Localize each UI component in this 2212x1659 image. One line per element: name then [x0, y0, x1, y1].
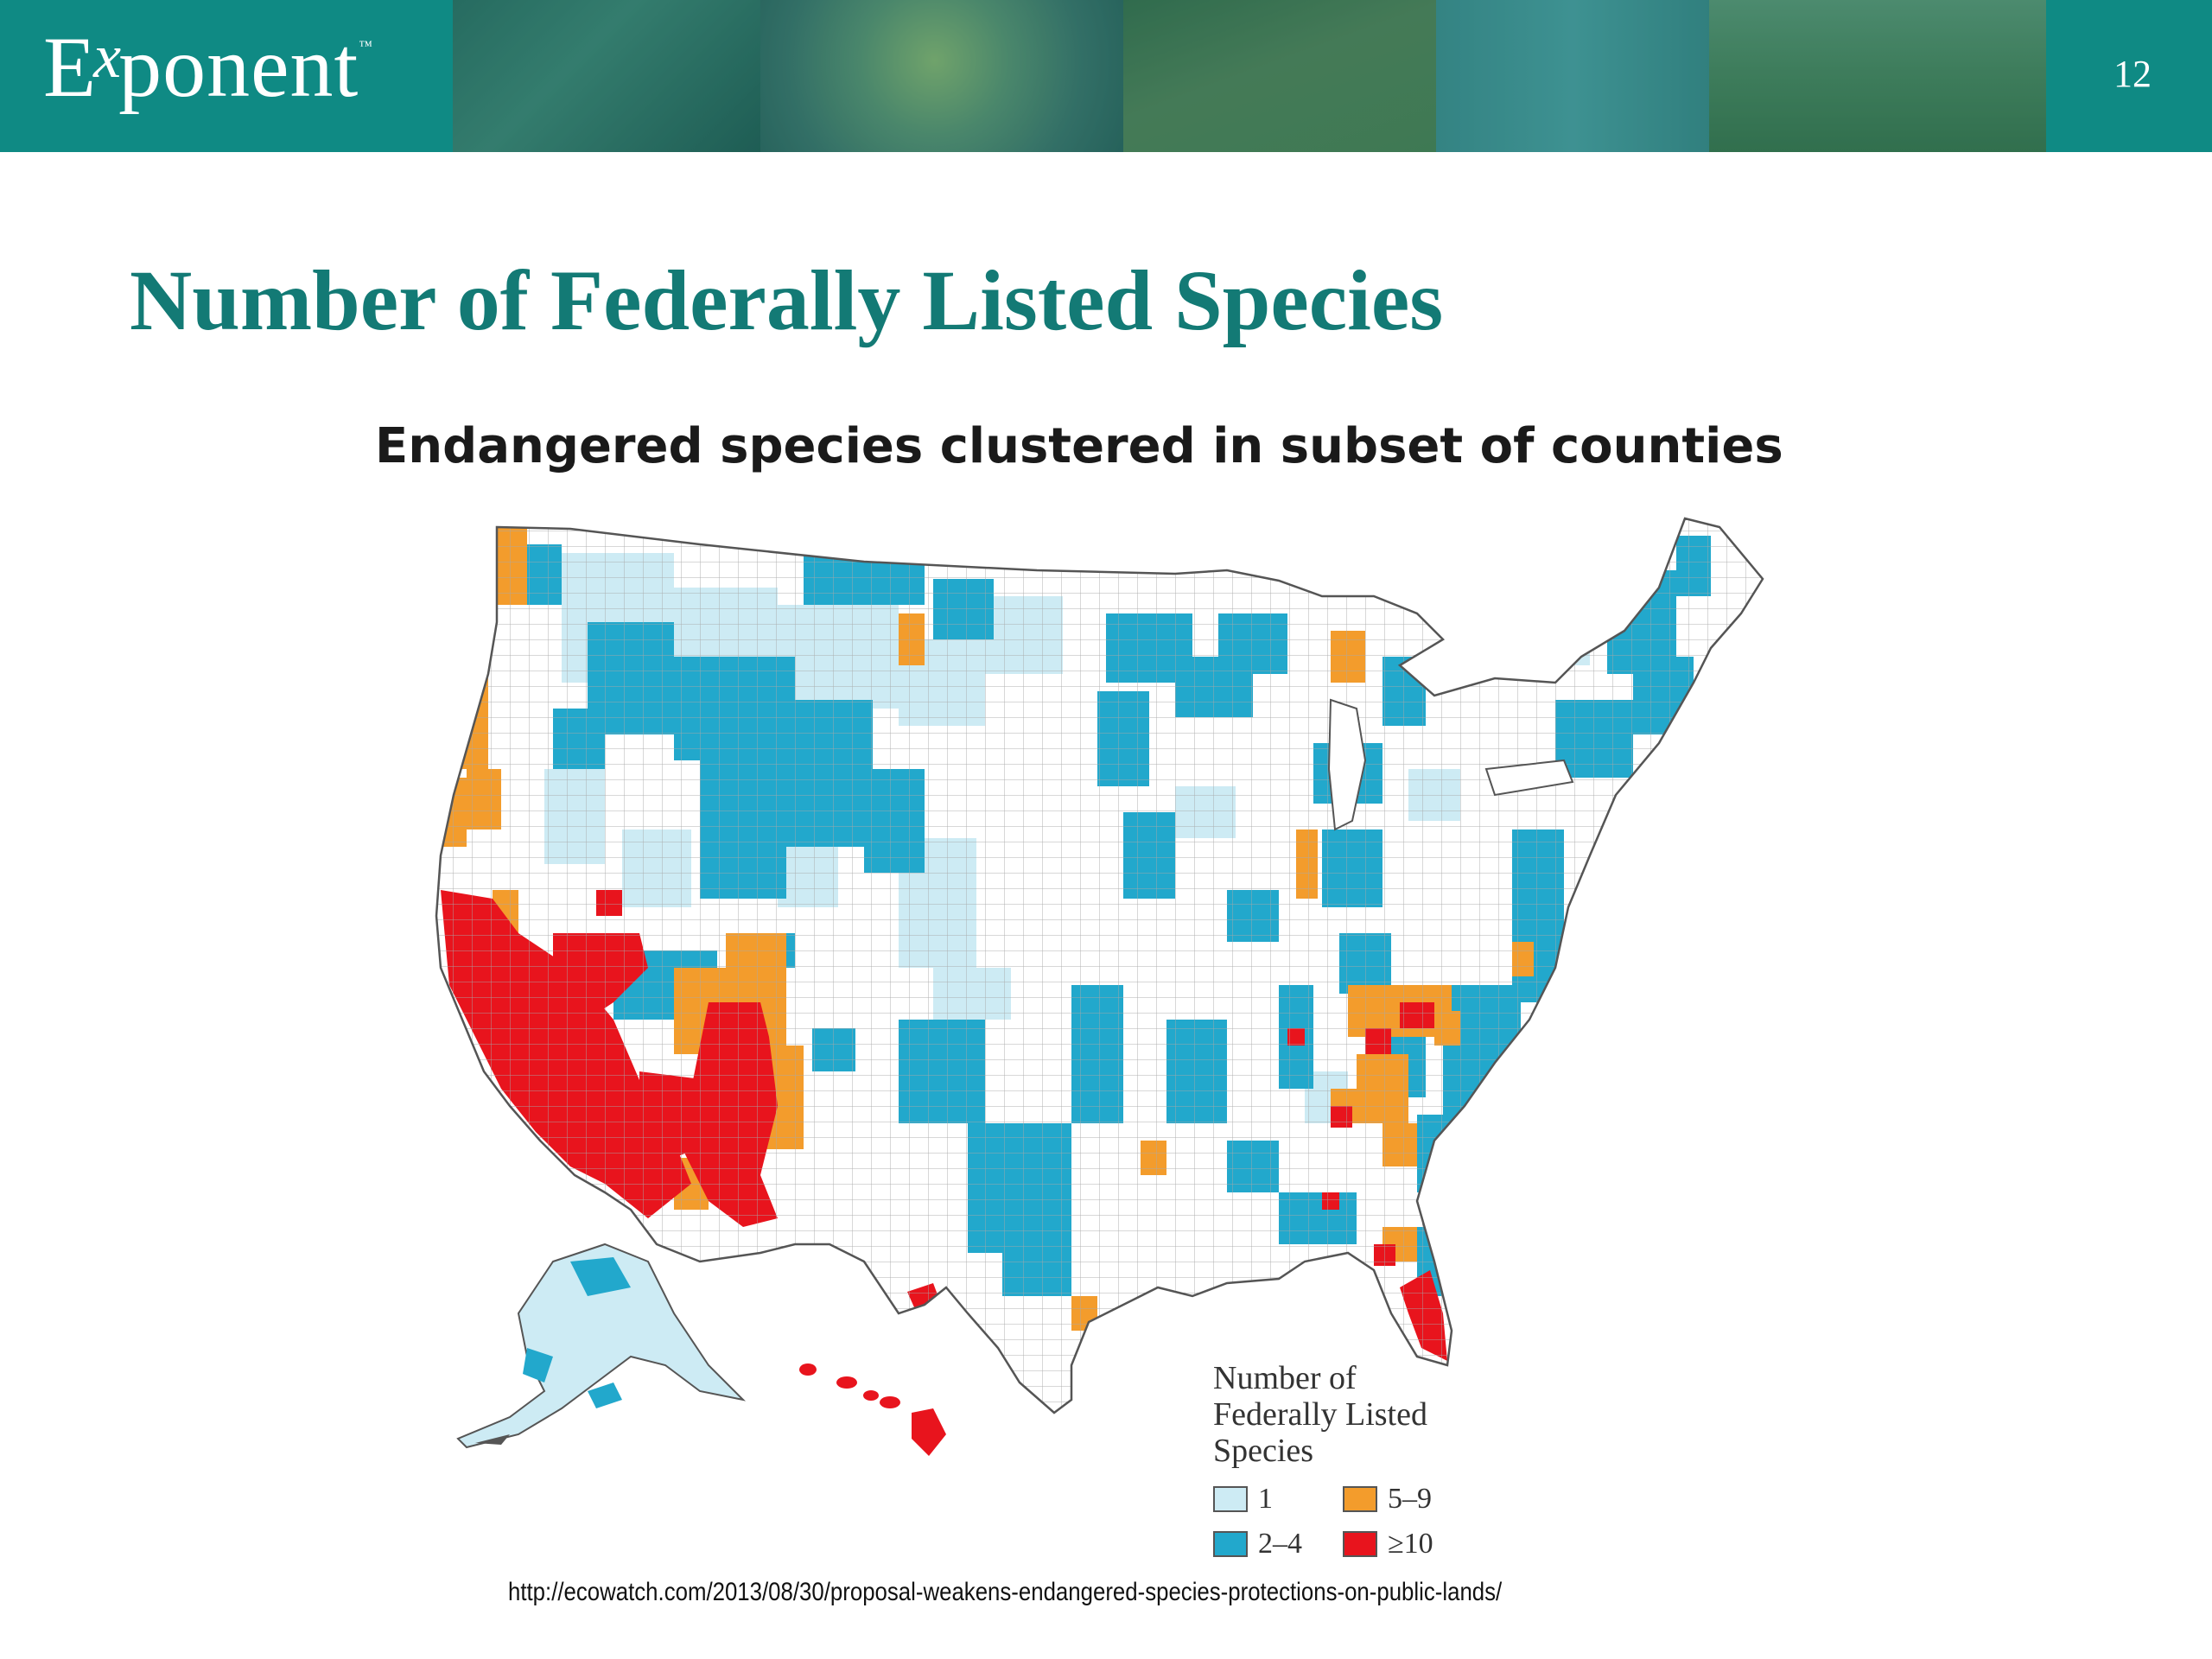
source-url[interactable]: http://ecowatch.com/2013/08/30/proposal-… [508, 1578, 1503, 1606]
legend-item-2-4: 2–4 [1213, 1528, 1343, 1560]
lake-erie [1484, 759, 1574, 797]
fish-photo [453, 0, 760, 152]
legend-item-5-9: 5–9 [1343, 1483, 1472, 1516]
legend-swatch-5-9 [1343, 1486, 1377, 1512]
legend-item-10-plus: ≥10 [1343, 1528, 1472, 1560]
choropleth-map [435, 517, 1764, 1456]
legend-label-2-4: 2–4 [1258, 1528, 1302, 1560]
map-legend: Number of Federally Listed Species 1 5–9… [1213, 1360, 1507, 1560]
legend-swatch-1 [1213, 1486, 1248, 1512]
legend-label-1: 1 [1258, 1483, 1273, 1515]
page-number-box: 12 [2046, 0, 2212, 152]
legend-item-1: 1 [1213, 1483, 1343, 1516]
legend-swatch-10-plus [1343, 1531, 1377, 1557]
legend-title: Number of Federally Listed Species [1213, 1360, 1427, 1469]
legend-label-5-9: 5–9 [1388, 1483, 1432, 1515]
logo-box: Exponent™ [0, 0, 453, 152]
legend-label-10-plus: ≥10 [1388, 1528, 1433, 1560]
page-number: 12 [2113, 53, 2152, 95]
owl-photo [1123, 0, 1436, 152]
legend-swatch-2-4 [1213, 1531, 1248, 1557]
slide-title: Number of Federally Listed Species [130, 252, 1444, 348]
lab-glassware-photo [1436, 0, 1709, 152]
alaska-inset [456, 1243, 747, 1449]
legend-items: 1 5–9 2–4 ≥10 [1213, 1483, 1507, 1560]
header-banner: Exponent™ 12 [0, 0, 2212, 152]
field-researcher-photo [1709, 0, 2046, 152]
exponent-logo: Exponent™ [43, 19, 373, 115]
hawaii-inset [799, 1363, 946, 1456]
map-title: Endangered species clustered in subset o… [375, 418, 1783, 474]
lake-michigan [1327, 698, 1367, 831]
swirl-photo [760, 0, 1123, 152]
